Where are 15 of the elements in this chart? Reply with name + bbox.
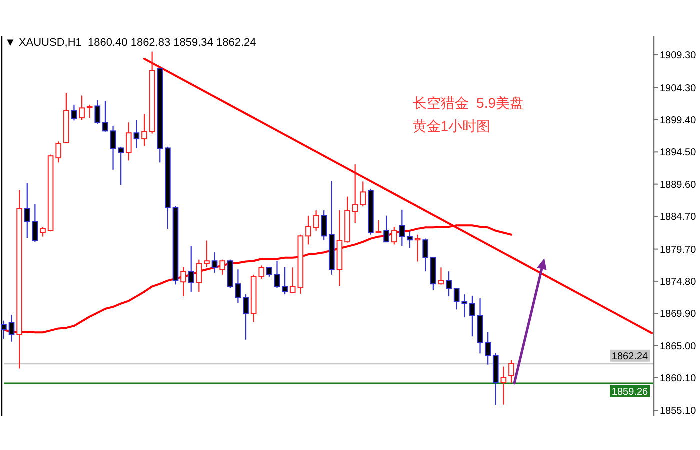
y-tick-label: 1855.10 xyxy=(660,406,697,418)
annotation: 黄金1小时图 xyxy=(412,118,491,134)
y-tick-label: 1869.90 xyxy=(660,309,697,320)
annotation: 长空猎金 5.9美盘 xyxy=(412,95,524,111)
y-tick-label: 1884.70 xyxy=(660,212,697,223)
y-tick-label: 1894.50 xyxy=(660,148,697,159)
y-tick-label: 1904.30 xyxy=(660,83,697,94)
y-tick-label: 1899.40 xyxy=(660,116,697,127)
y-tick-label: 1889.60 xyxy=(660,180,697,191)
chart-title: ▼ XAUUSD,H1 1860.40 1862.83 1859.34 1862.24 xyxy=(5,37,256,49)
y-tick-label: 1865.00 xyxy=(660,341,697,352)
y-tick-label: 1874.80 xyxy=(660,276,697,288)
y-tick-label: 1860.10 xyxy=(660,373,697,384)
y-tick-label: 1879.70 xyxy=(660,244,697,256)
y-tick-label: 1909.30 xyxy=(660,50,697,62)
